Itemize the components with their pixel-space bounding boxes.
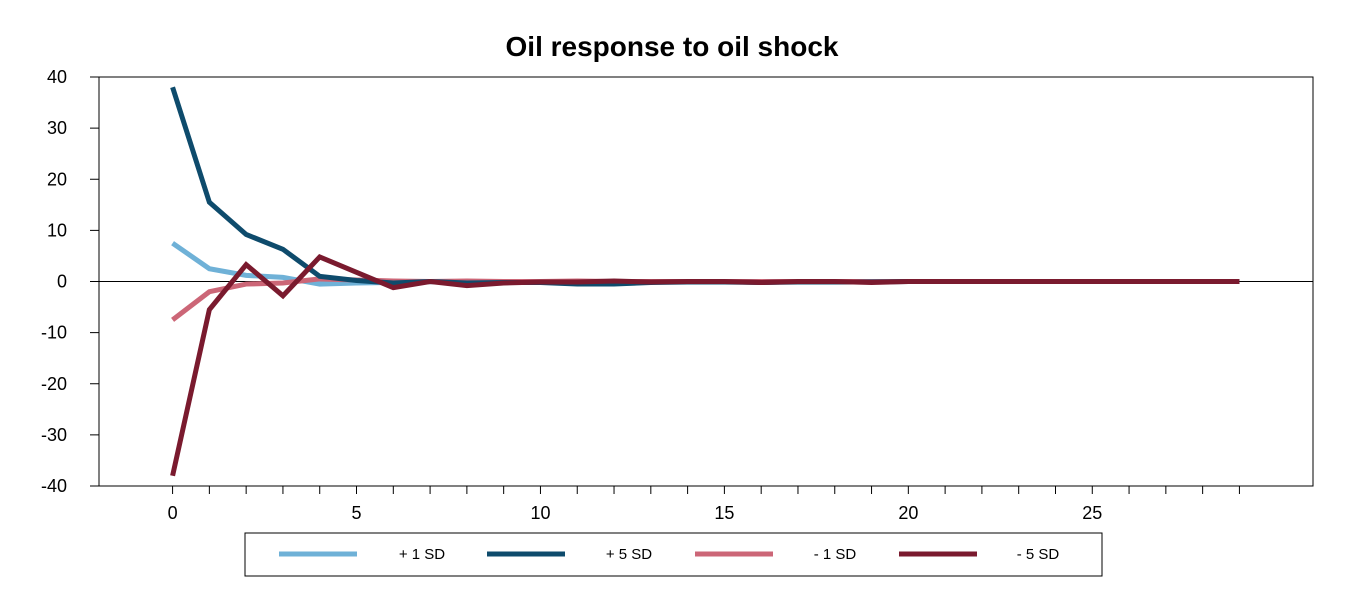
series-line-2 bbox=[170, 86, 1240, 287]
x-tick-label: 15 bbox=[714, 503, 734, 523]
y-axis-ticks: -40 -30 -20 -10 0 10 20 30 40 bbox=[41, 67, 99, 496]
y-tick-label: -20 bbox=[41, 374, 67, 394]
y-tick-label: -40 bbox=[41, 476, 67, 496]
series-layer bbox=[170, 86, 1240, 477]
y-tick-label: -10 bbox=[41, 323, 67, 343]
x-tick-label: 0 bbox=[168, 503, 178, 523]
x-tick-label: 5 bbox=[352, 503, 362, 523]
series-line-4 bbox=[170, 253, 1240, 477]
x-axis-ticks: 0 5 10 15 20 25 bbox=[168, 486, 1240, 523]
x-tick-label: 20 bbox=[898, 503, 918, 523]
legend-label: - 5 SD bbox=[1017, 546, 1060, 563]
legend: + 1 SD + 5 SD - 1 SD - 5 SD bbox=[244, 532, 1103, 577]
legend-label: + 5 SD bbox=[606, 546, 652, 563]
chart-title: Oil response to oil shock bbox=[506, 31, 839, 62]
legend-label: - 1 SD bbox=[814, 546, 857, 563]
x-tick-label: 10 bbox=[530, 503, 550, 523]
y-tick-label: 40 bbox=[47, 67, 67, 87]
x-tick-label: 25 bbox=[1082, 503, 1102, 523]
y-tick-label: -30 bbox=[41, 425, 67, 445]
legend-items: + 1 SD + 5 SD - 1 SD - 5 SD bbox=[279, 546, 1059, 563]
legend-label: + 1 SD bbox=[399, 546, 445, 563]
y-tick-label: 10 bbox=[47, 220, 67, 240]
y-tick-label: 30 bbox=[47, 118, 67, 138]
y-tick-label: 0 bbox=[57, 272, 67, 292]
y-tick-label: 20 bbox=[47, 169, 67, 189]
